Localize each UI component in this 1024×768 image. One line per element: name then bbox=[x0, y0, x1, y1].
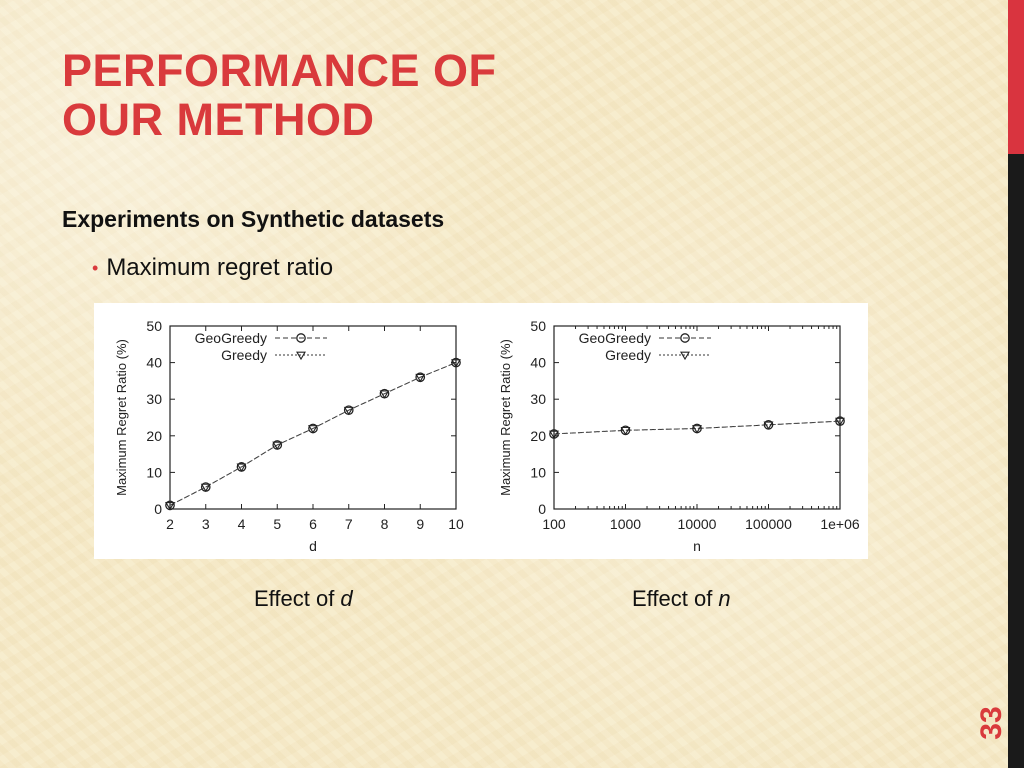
figure-panel: 0 10 20 30 40 50 2 3 4 5 6 7 8 9 10 d Maximum Regret Rat… bbox=[94, 303, 868, 559]
y-tick-label: 40 bbox=[530, 355, 546, 371]
legend-marker bbox=[680, 351, 690, 361]
data-point-greedy bbox=[692, 425, 702, 434]
y-tick-label: 50 bbox=[530, 318, 546, 334]
data-point-greedy bbox=[308, 425, 318, 434]
x-tick-label: 100 bbox=[542, 516, 566, 532]
y-tick-label: 0 bbox=[154, 501, 162, 517]
data-point-greedy bbox=[165, 501, 175, 511]
y-tick-label: 30 bbox=[530, 391, 546, 407]
caption-left: Effect of d bbox=[254, 586, 353, 612]
data-point-greedy bbox=[379, 390, 390, 399]
caption-right: Effect of n bbox=[632, 586, 731, 612]
legend-label: GeoGreedy bbox=[195, 330, 267, 346]
caption-right-variable: n bbox=[718, 586, 731, 611]
x-tick-label: 9 bbox=[416, 516, 424, 532]
y-tick-label: 0 bbox=[538, 501, 546, 517]
bullet-dot-icon: • bbox=[92, 257, 99, 278]
caption-left-prefix: Effect of bbox=[254, 586, 341, 611]
series-line-geogreedy bbox=[169, 362, 457, 506]
x-tick-label: 1000 bbox=[610, 516, 641, 532]
x-tick-label: 10000 bbox=[678, 516, 717, 532]
x-tick-label: 5 bbox=[273, 516, 281, 532]
plot-frame bbox=[169, 325, 457, 510]
data-point-greedy bbox=[343, 406, 354, 416]
legend-label: GeoGreedy bbox=[579, 330, 651, 346]
subheading: Experiments on Synthetic datasets bbox=[62, 206, 445, 232]
y-axis-label: Maximum Regret Ratio (%) bbox=[114, 339, 129, 496]
data-point-greedy bbox=[451, 359, 461, 368]
x-tick-label: 8 bbox=[381, 516, 389, 532]
chart-2: 0 10 20 30 40 50 100 1000 10000 100000 1e+06 n Maxim… bbox=[498, 318, 860, 554]
data-point-greedy bbox=[415, 373, 426, 383]
data-point-greedy bbox=[549, 430, 559, 440]
legend-label: Greedy bbox=[605, 347, 651, 363]
sidebar-accent-red bbox=[1008, 0, 1024, 154]
slide-title-line1: PERFORMANCE OF bbox=[62, 45, 497, 96]
data-point-greedy bbox=[763, 421, 774, 430]
x-axis-label: n bbox=[693, 538, 701, 554]
slide-title-line2: OUR METHOD bbox=[62, 94, 375, 145]
y-tick-label: 40 bbox=[146, 355, 162, 371]
x-axis-label: d bbox=[309, 538, 317, 554]
x-tick-label: 3 bbox=[202, 516, 210, 532]
series-line-greedy bbox=[169, 362, 457, 506]
charts-svg: 0 10 20 30 40 50 2 3 4 5 6 7 8 9 10 d Maximum Regret Rat… bbox=[114, 318, 860, 554]
x-tick-label: 4 bbox=[238, 516, 246, 532]
x-tick-label: 7 bbox=[345, 516, 353, 532]
caption-left-variable: d bbox=[340, 586, 353, 611]
y-tick-label: 50 bbox=[146, 318, 162, 334]
legend-marker bbox=[680, 333, 690, 343]
y-tick-label: 20 bbox=[146, 428, 162, 444]
x-tick-label: 10 bbox=[448, 516, 464, 532]
x-tick-label: 1e+06 bbox=[820, 516, 860, 532]
data-point-greedy bbox=[620, 426, 631, 436]
plot-frame bbox=[553, 325, 841, 510]
data-point-greedy bbox=[236, 463, 247, 472]
x-tick-label: 6 bbox=[309, 516, 317, 532]
y-axis-label: Maximum Regret Ratio (%) bbox=[498, 339, 513, 496]
legend-marker bbox=[296, 333, 306, 343]
slide-title: PERFORMANCE OF OUR METHOD bbox=[62, 46, 822, 144]
y-tick-label: 10 bbox=[146, 464, 162, 480]
x-tick-label: 100000 bbox=[745, 516, 792, 532]
bullet-item: • Maximum regret ratio bbox=[92, 254, 333, 282]
data-point-greedy bbox=[835, 417, 845, 427]
legend-marker bbox=[296, 351, 306, 361]
x-tick-label: 2 bbox=[166, 516, 174, 532]
data-point-greedy bbox=[272, 441, 283, 451]
bullet-text: Maximum regret ratio bbox=[106, 254, 334, 281]
y-tick-label: 20 bbox=[530, 428, 546, 444]
sidebar-accent-dark bbox=[1008, 154, 1024, 768]
caption-right-prefix: Effect of bbox=[632, 586, 719, 611]
page-number: 33 bbox=[975, 706, 1008, 740]
chart-1: 0 10 20 30 40 50 2 3 4 5 6 7 8 9 10 d Maximum Regret Rat… bbox=[114, 318, 464, 554]
y-tick-label: 10 bbox=[530, 464, 546, 480]
legend-label: Greedy bbox=[221, 347, 267, 363]
data-point-greedy bbox=[200, 483, 211, 493]
y-tick-label: 30 bbox=[146, 391, 162, 407]
